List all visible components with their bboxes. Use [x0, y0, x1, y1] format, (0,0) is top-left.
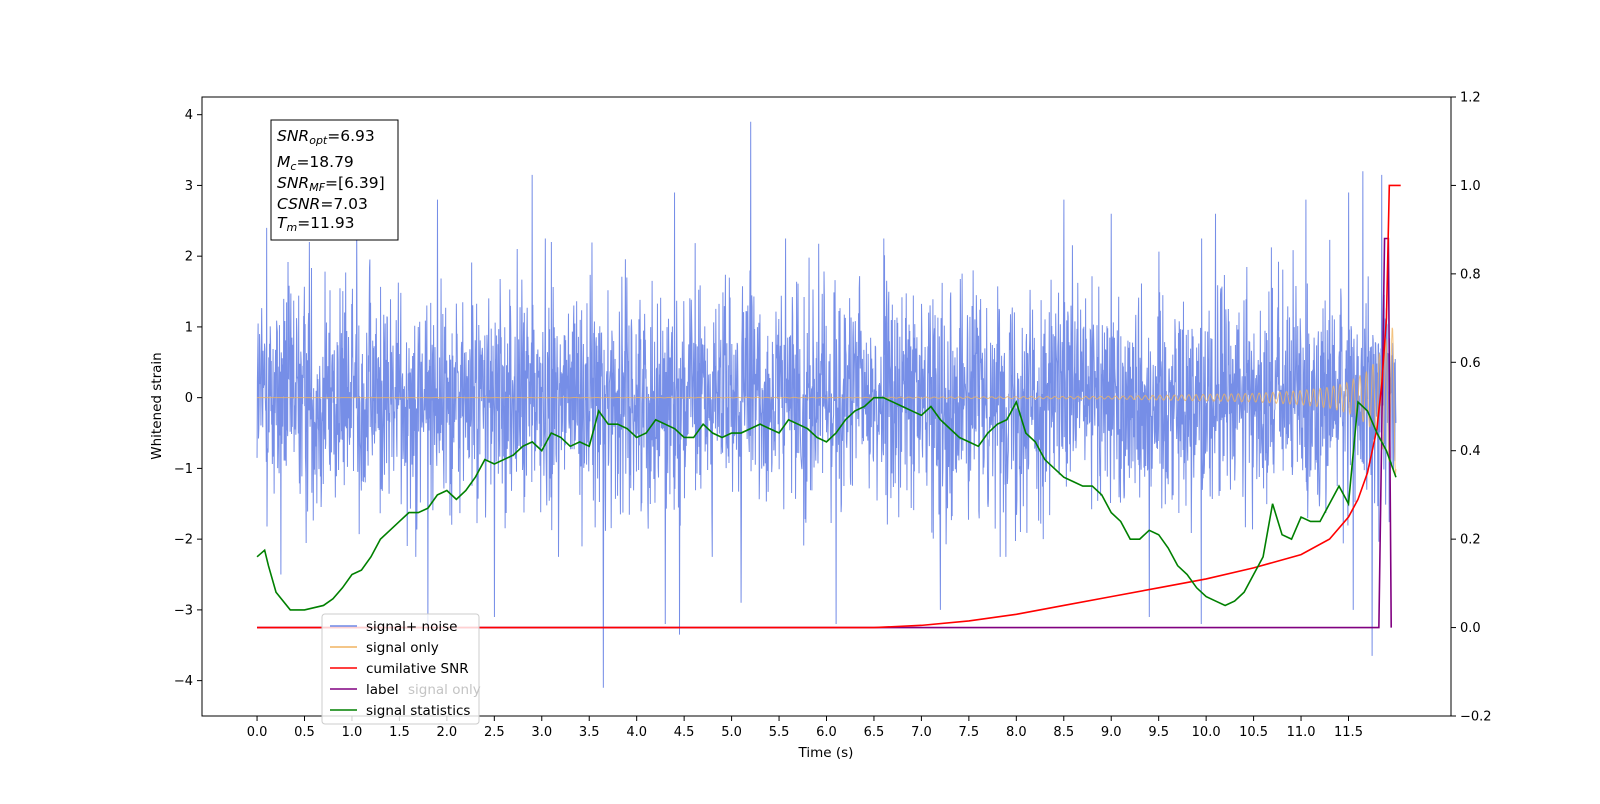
legend-item-signal-noise: signal+ noise: [330, 619, 457, 635]
annotation-snr-mf: SNRMF=[6.39]: [277, 174, 385, 194]
x-tick-label: 1.5: [389, 725, 410, 740]
y-left-tick-label: 4: [185, 108, 193, 123]
y-right-tick-label: 0.8: [1460, 267, 1481, 282]
x-tick-label: 0.5: [294, 725, 315, 740]
annotation-chirp-mass: Mc=18.79: [277, 153, 354, 173]
legend: signal+ noise signal only cumilative SNR…: [321, 613, 481, 725]
x-tick-label: 0.0: [247, 725, 268, 740]
y-left-tick-label: 0: [185, 391, 193, 406]
x-tick-label: 4.0: [626, 725, 647, 740]
x-tick-label: 10.0: [1192, 725, 1221, 740]
series-line-signal-noise: [256, 121, 1397, 688]
series-line-signal-statistics: [256, 396, 1397, 611]
y-left-tick-label: 2: [185, 250, 193, 265]
x-tick-label: 6.0: [816, 725, 837, 740]
y-right-tick-label: 0.2: [1460, 533, 1481, 548]
series-line-cumilative-snr: [257, 184, 1401, 629]
y-right-tick-label: 1.2: [1460, 91, 1481, 106]
y-right-tick-label: 0.0: [1460, 621, 1481, 636]
x-axis: 0.0 0.5 1.0 1.5 2.0 2.5 3.0 3.5 4.0 4.5 5.0 5.5 6.0 6…: [247, 716, 1363, 740]
legend-item-signal-only: signal only: [330, 640, 439, 656]
y-axis-label: Whitened strain: [149, 352, 165, 459]
x-tick-label: 6.5: [864, 725, 885, 740]
x-tick-label: 5.0: [721, 725, 742, 740]
x-axis-label: Time (s): [798, 745, 854, 761]
x-tick-label: 11.0: [1287, 725, 1316, 740]
annotation-tm: Tm=11.93: [277, 214, 355, 234]
x-tick-label: 2.5: [484, 725, 505, 740]
x-tick-label: 10.5: [1239, 725, 1268, 740]
x-tick-label: 9.5: [1148, 725, 1169, 740]
legend-label-signal-statistics: signal statistics: [366, 703, 470, 719]
y-left-tick-label: 1: [185, 320, 193, 335]
x-tick-label: 8.0: [1006, 725, 1027, 740]
legend-item-cumilative-snr: cumilative SNR: [330, 661, 469, 677]
y-left-tick-label: −1: [174, 462, 193, 477]
annotation-csnr: CSNR=7.03: [277, 195, 368, 213]
legend-item-label: label signal only: [330, 682, 481, 698]
annotation-snr-opt: SNRopt=6.93: [277, 127, 375, 147]
x-tick-label: 2.0: [437, 725, 458, 740]
x-tick-label: 11.5: [1334, 725, 1363, 740]
y-right-tick-label: −0.2: [1460, 710, 1492, 725]
y-left-tick-label: −3: [174, 603, 193, 618]
y-left-tick-label: −2: [174, 533, 193, 548]
y-right-tick-label: 0.4: [1460, 444, 1481, 459]
legend-label-signal-noise: signal+ noise: [366, 619, 457, 635]
x-tick-label: 7.0: [911, 725, 932, 740]
annotation-frame: [270, 119, 399, 241]
legend-label-signal-only: signal only: [366, 640, 439, 656]
legend-frame: [321, 613, 480, 725]
y-right-tick-label: 0.6: [1460, 356, 1481, 371]
legend-label-hidden-behind: signal only: [408, 682, 481, 698]
legend-label-label: label: [366, 682, 399, 698]
x-tick-label: 3.5: [579, 725, 600, 740]
legend-item-signal-statistics: signal statistics: [330, 703, 470, 719]
x-tick-label: 4.5: [674, 725, 695, 740]
annotation-box: SNRopt=6.93 Mc=18.79 SNRMF=[6.39] CSNR=7…: [270, 119, 399, 241]
legend-label-cumilative-snr: cumilative SNR: [366, 661, 469, 677]
series-line-signal-only: [257, 327, 1397, 475]
y-axis-left: 4 3 2 1 0 −1 −2 −3 −4: [174, 108, 202, 689]
x-tick-label: 7.5: [959, 725, 980, 740]
x-tick-label: 9.0: [1101, 725, 1122, 740]
x-tick-label: 1.0: [342, 725, 363, 740]
y-left-tick-label: 3: [185, 179, 193, 194]
series-line-label: [257, 237, 1393, 629]
x-tick-label: 3.0: [531, 725, 552, 740]
y-right-tick-label: 1.0: [1460, 179, 1481, 194]
x-tick-label: 5.5: [769, 725, 790, 740]
x-tick-label: 8.5: [1053, 725, 1074, 740]
y-axis-right: 1.2 1.0 0.8 0.6 0.4 0.2 0.0 −0.2: [1451, 91, 1492, 725]
plot-area: [256, 121, 1401, 688]
y-left-tick-label: −4: [174, 674, 193, 689]
